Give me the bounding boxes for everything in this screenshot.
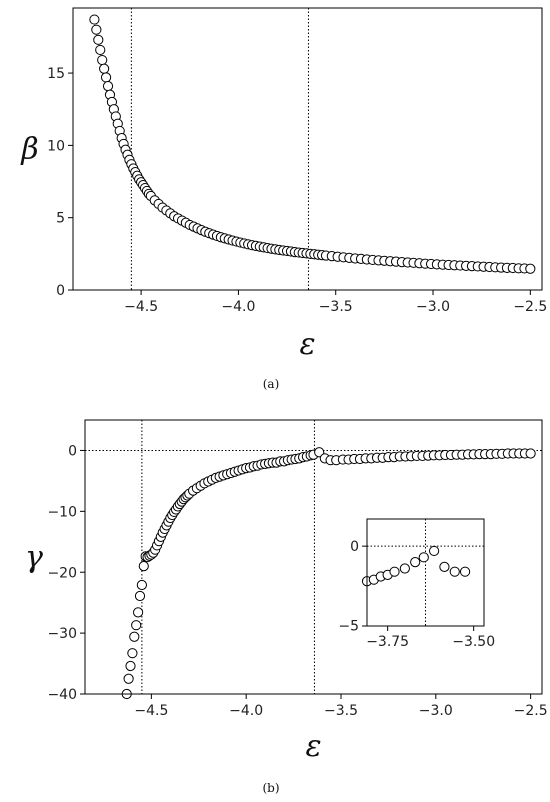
a-y-tick-label: 0: [56, 283, 65, 299]
a-axes-frame: [72, 7, 543, 291]
a-plot-area: [73, 8, 542, 290]
inset-data-point: [410, 557, 421, 568]
b-y-tick-label: −10: [47, 504, 77, 520]
b-y-axis-label: γ: [25, 540, 43, 575]
b-data-point: [127, 648, 138, 659]
b-x-tick-label: −4.5: [134, 703, 168, 719]
b-x-tick-label: −4.0: [229, 703, 263, 719]
b-x-tick-label: −2.5: [514, 703, 548, 719]
b-data-point: [132, 607, 144, 618]
a-y-tick-label: 10: [47, 138, 65, 154]
a-x-axis-label: ε: [299, 327, 315, 362]
a-data-point: [91, 24, 102, 35]
a-data-point: [99, 63, 110, 74]
a-y-tick-label: 5: [56, 211, 65, 227]
b-data-point: [123, 673, 134, 684]
inset-y-tick-label: −5: [338, 619, 359, 635]
a-data-point: [102, 80, 114, 92]
a-data-point: [97, 54, 108, 66]
chart-panel-b: −4.5 −4.0 −3.5 −3.0 −2.5 0 −10 −20 −30 −40 ε γ −3.75…: [25, 419, 548, 764]
b-x-tick-label: −3.5: [324, 703, 358, 719]
inset-data-point: [389, 566, 400, 577]
b-data-point: [134, 590, 146, 602]
a-y-tick-label: 15: [47, 66, 65, 82]
a-x-tick-label: −4.0: [221, 299, 255, 315]
a-x-tick-label: −2.5: [513, 299, 547, 315]
inset-axes-frame: [366, 518, 485, 627]
b-x-axis-label: ε: [305, 729, 321, 764]
a-x-tick-label: −3.5: [319, 299, 353, 315]
a-data-point: [89, 14, 100, 25]
a-x-tick-label: −3.0: [416, 299, 450, 315]
inset-data-point: [418, 552, 429, 563]
a-data-point: [525, 263, 536, 274]
inset-x-tick-label: −3.50: [452, 634, 495, 650]
b-y-tick-label: −30: [47, 626, 77, 642]
b-data-point: [136, 579, 147, 591]
b-data-point: [125, 660, 136, 672]
b-y-tick-label: 0: [68, 443, 77, 459]
chart-panel-a: −4.5 −4.0 −3.5 −3.0 −2.5 0 5 10 15 ε β: [20, 7, 547, 362]
b-data-point: [129, 631, 140, 642]
b-axes-frame: [84, 419, 543, 695]
inset-data-point: [429, 545, 440, 557]
inset-data-point: [459, 566, 471, 577]
b-y-tick-label: −20: [47, 565, 77, 581]
a-y-axis-label: β: [20, 132, 38, 167]
b-data-point: [138, 561, 149, 572]
a-data-point: [93, 34, 104, 45]
inset-data-point: [439, 561, 450, 573]
b-data-point: [131, 620, 142, 631]
inset-y-tick-label: 0: [350, 539, 359, 555]
inset-x-tick-label: −3.75: [366, 634, 409, 650]
b-data-point: [525, 448, 536, 459]
panel-caption-b: (b): [262, 781, 279, 795]
inset-data-point: [399, 563, 410, 574]
inset-chart: −3.75 −3.50 0 −5: [338, 518, 495, 650]
a-data-point: [100, 72, 112, 83]
panel-caption-a: (a): [263, 377, 280, 391]
a-data-point: [95, 44, 106, 56]
b-y-tick-label: −40: [47, 687, 77, 703]
b-x-tick-label: −3.0: [419, 703, 453, 719]
inset-data-point: [449, 566, 460, 577]
a-x-tick-label: −4.5: [124, 299, 158, 315]
